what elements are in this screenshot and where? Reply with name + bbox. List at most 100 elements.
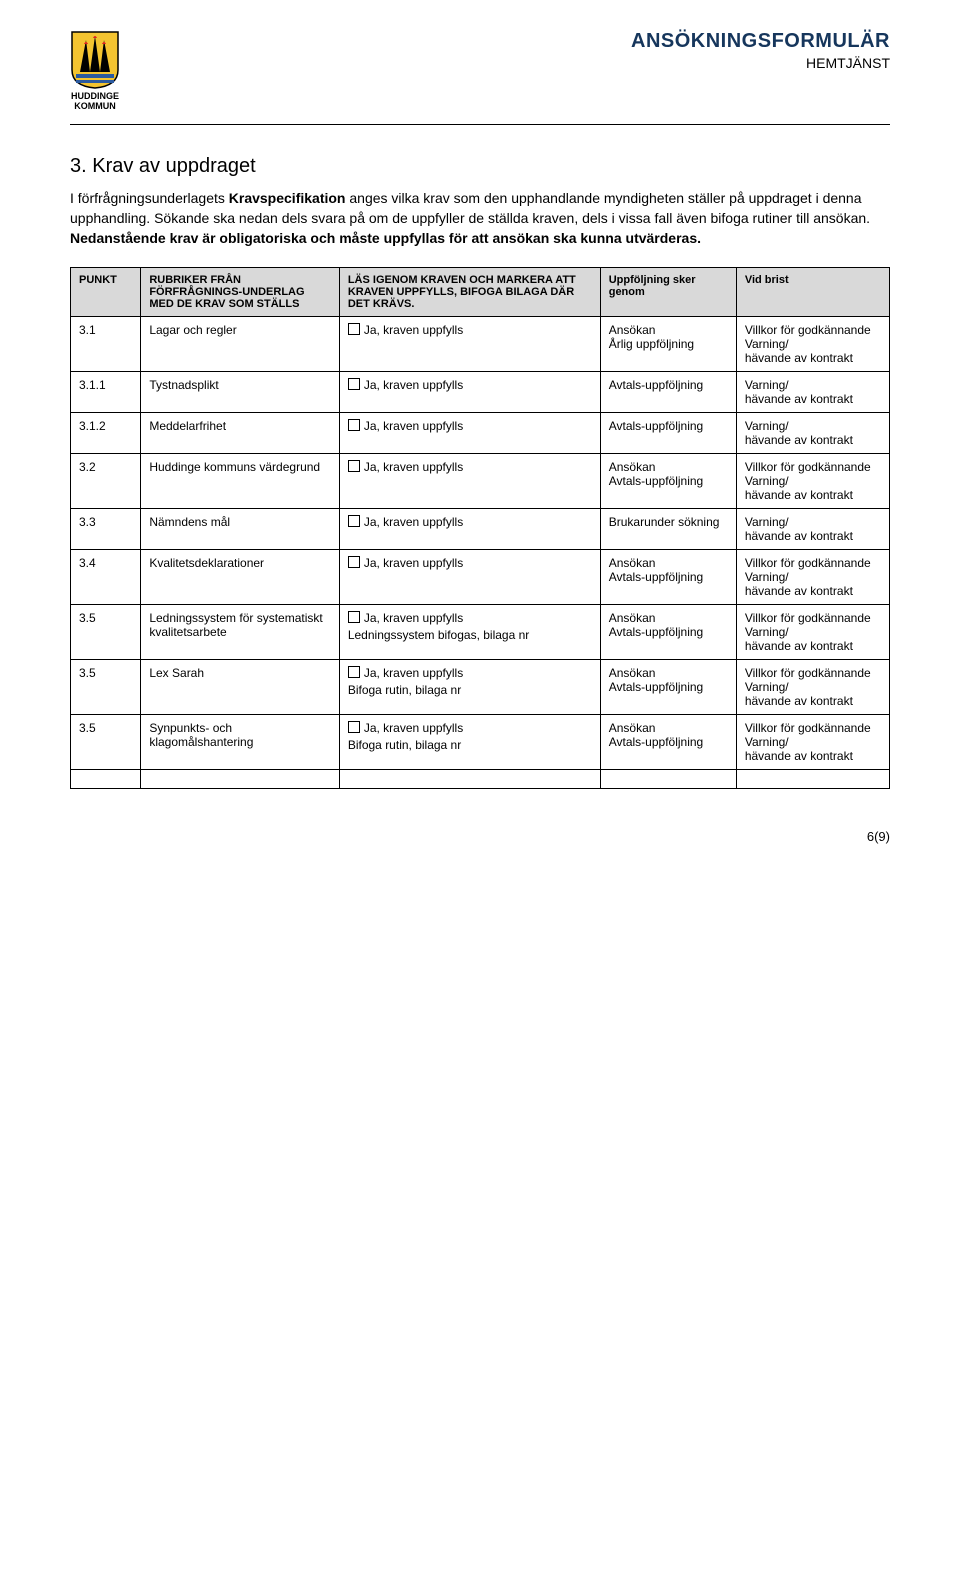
table-header-row: PUNKT RUBRIKER FRÅN FÖRFRÅGNINGS-UNDERLA… — [71, 267, 890, 316]
cell-las: Ja, kraven uppfylls Ledningssystem bifoga… — [339, 604, 600, 659]
cell-vidbrist: Varning/hävande av kontrakt — [736, 412, 889, 453]
cell-punkt: 3.5 — [71, 659, 141, 714]
cell-uppfoljning: Avtals-uppföljning — [600, 371, 736, 412]
las-extra-text: Bifoga rutin, bilaga nr — [348, 683, 592, 697]
header-divider — [70, 124, 890, 125]
section-paragraph: I förfrågningsunderlagets Kravspecifikat… — [70, 188, 890, 249]
table-row: 3.4Kvalitetsdeklarationer Ja, kraven uppf… — [71, 549, 890, 604]
cell-punkt: 3.1.1 — [71, 371, 141, 412]
th-las: LÄS IGENOM KRAVEN OCH MARKERA ATT KRAVEN… — [339, 267, 600, 316]
checkbox-icon[interactable] — [348, 323, 360, 335]
cell-las: Ja, kraven uppfylls — [339, 316, 600, 371]
cell-las: Ja, kraven uppfylls Bifoga rutin, bilaga … — [339, 714, 600, 769]
las-extra-text: Ledningssystem bifogas, bilaga nr — [348, 628, 592, 642]
para-bold: Kravspecifikation — [229, 190, 346, 206]
cell-rubrik: Tystnadsplikt — [141, 371, 340, 412]
table-row: 3.3Nämndens mål Ja, kraven uppfylls Brukar… — [71, 508, 890, 549]
section-heading: 3. Krav av uppdraget — [70, 155, 890, 178]
checkbox-icon[interactable] — [348, 378, 360, 390]
municipality-logo: HUDDINGE KOMMUN — [70, 30, 120, 112]
th-vid: Vid brist — [736, 267, 889, 316]
cell-rubrik: Synpunkts- och klagomålshantering — [141, 714, 340, 769]
cell-vidbrist: Villkor för godkännandeVarning/hävande a… — [736, 714, 889, 769]
checkbox-label: Ja, kraven uppfylls — [364, 378, 463, 392]
table-row: 3.5Synpunkts- och klagomålshanteringJa, … — [71, 714, 890, 769]
page-footer: 6(9) — [70, 829, 890, 844]
cell-las: Ja, kraven uppfylls Bifoga rutin, bilaga … — [339, 659, 600, 714]
cell-las: Ja, kraven uppfylls — [339, 371, 600, 412]
cell-punkt: 3.3 — [71, 508, 141, 549]
checkbox-label: Ja, kraven uppfylls — [364, 721, 463, 735]
cell-vidbrist: Villkor för godkännandeVarning/hävande a… — [736, 316, 889, 371]
checkbox-label: Ja, kraven uppfylls — [364, 323, 463, 337]
checkbox-icon[interactable] — [348, 556, 360, 568]
table-row: 3.1Lagar och regler Ja, kraven uppfylls An… — [71, 316, 890, 371]
cell-empty — [600, 769, 736, 788]
checkbox-icon[interactable] — [348, 721, 360, 733]
cell-uppfoljning: AnsökanAvtals-uppföljning — [600, 604, 736, 659]
document-header: HUDDINGE KOMMUN ANSÖKNINGSFORMULÄR HEMTJ… — [70, 30, 890, 118]
cell-vidbrist: Villkor för godkännandeVarning/hävande a… — [736, 659, 889, 714]
cell-uppfoljning: Avtals-uppföljning — [600, 412, 736, 453]
cell-punkt: 3.4 — [71, 549, 141, 604]
th-upp: Uppföljning sker genom — [600, 267, 736, 316]
cell-punkt: 3.2 — [71, 453, 141, 508]
checkbox-icon[interactable] — [348, 515, 360, 527]
cell-uppfoljning: AnsökanAvtals-uppföljning — [600, 453, 736, 508]
cell-punkt: 3.1.2 — [71, 412, 141, 453]
cell-las: Ja, kraven uppfylls — [339, 453, 600, 508]
cell-rubrik: Lagar och regler — [141, 316, 340, 371]
th-punkt: PUNKT — [71, 267, 141, 316]
checkbox-label: Ja, kraven uppfylls — [364, 666, 463, 680]
document-page: HUDDINGE KOMMUN ANSÖKNINGSFORMULÄR HEMTJ… — [0, 0, 960, 894]
cell-punkt: 3.5 — [71, 714, 141, 769]
cell-vidbrist: Villkor för godkännandeVarning/hävande a… — [736, 549, 889, 604]
checkbox-label: Ja, kraven uppfylls — [364, 611, 463, 625]
cell-uppfoljning: Brukarunder sökning — [600, 508, 736, 549]
cell-las: Ja, kraven uppfylls — [339, 508, 600, 549]
cell-vidbrist: Varning/hävande av kontrakt — [736, 371, 889, 412]
cell-vidbrist: Villkor för godkännandeVarning/hävande a… — [736, 604, 889, 659]
cell-uppfoljning: AnsökanÅrlig uppföljning — [600, 316, 736, 371]
checkbox-label: Ja, kraven uppfylls — [364, 419, 463, 433]
table-row: 3.1.2Meddelarfrihet Ja, kraven uppfylls Av… — [71, 412, 890, 453]
cell-rubrik: Ledningssystem för systematiskt kvalitet… — [141, 604, 340, 659]
para-text: I förfrågningsunderlagets — [70, 190, 229, 206]
logo-text-line2: KOMMUN — [70, 102, 120, 112]
cell-rubrik: Nämndens mål — [141, 508, 340, 549]
cell-uppfoljning: AnsökanAvtals-uppföljning — [600, 549, 736, 604]
cell-empty — [71, 769, 141, 788]
cell-uppfoljning: AnsökanAvtals-uppföljning — [600, 659, 736, 714]
page-number: 6(9) — [867, 829, 890, 844]
cell-punkt: 3.5 — [71, 604, 141, 659]
cell-rubrik: Meddelarfrihet — [141, 412, 340, 453]
cell-vidbrist: Villkor för godkännandeVarning/hävande a… — [736, 453, 889, 508]
cell-empty — [141, 769, 340, 788]
requirements-table: PUNKT RUBRIKER FRÅN FÖRFRÅGNINGS-UNDERLA… — [70, 267, 890, 789]
cell-vidbrist: Varning/hävande av kontrakt — [736, 508, 889, 549]
form-subtitle: HEMTJÄNST — [631, 55, 890, 71]
checkbox-label: Ja, kraven uppfylls — [364, 515, 463, 529]
cell-las: Ja, kraven uppfylls — [339, 549, 600, 604]
checkbox-icon[interactable] — [348, 666, 360, 678]
las-extra-text: Bifoga rutin, bilaga nr — [348, 738, 592, 752]
form-title: ANSÖKNINGSFORMULÄR — [631, 30, 890, 53]
checkbox-icon[interactable] — [348, 460, 360, 472]
table-row-empty — [71, 769, 890, 788]
table-row: 3.2Huddinge kommuns värdegrundJa, kraven… — [71, 453, 890, 508]
checkbox-icon[interactable] — [348, 611, 360, 623]
cell-rubrik: Huddinge kommuns värdegrund — [141, 453, 340, 508]
cell-empty — [736, 769, 889, 788]
cell-punkt: 3.1 — [71, 316, 141, 371]
table-row: 3.5Lex Sarah Ja, kraven uppfylls Bifoga ru… — [71, 659, 890, 714]
th-rubrik: RUBRIKER FRÅN FÖRFRÅGNINGS-UNDERLAG MED … — [141, 267, 340, 316]
cell-empty — [339, 769, 600, 788]
table-row: 3.5Ledningssystem för systematiskt kvali… — [71, 604, 890, 659]
checkbox-icon[interactable] — [348, 419, 360, 431]
checkbox-label: Ja, kraven uppfylls — [364, 556, 463, 570]
cell-rubrik: Kvalitetsdeklarationer — [141, 549, 340, 604]
table-row: 3.1.1Tystnadsplikt Ja, kraven uppfylls Avt… — [71, 371, 890, 412]
shield-icon — [70, 30, 120, 90]
cell-rubrik: Lex Sarah — [141, 659, 340, 714]
cell-uppfoljning: AnsökanAvtals-uppföljning — [600, 714, 736, 769]
